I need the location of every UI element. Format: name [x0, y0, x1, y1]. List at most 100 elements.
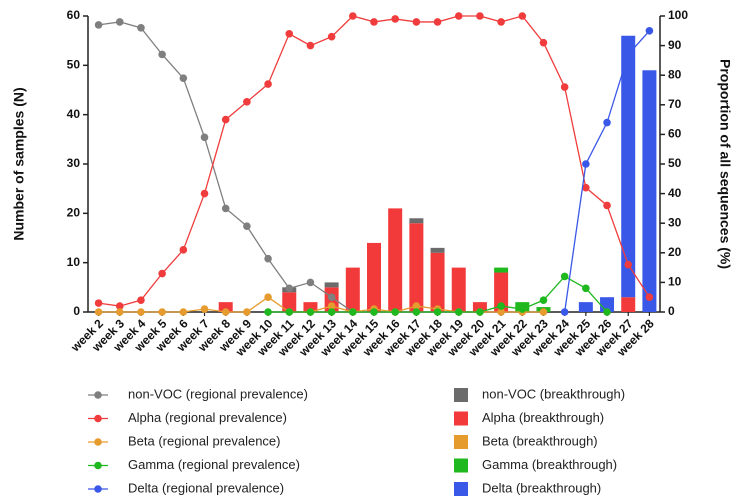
- legend-label: Delta (regional prevalence): [128, 480, 284, 495]
- point: [560, 308, 569, 316]
- bar: [642, 70, 657, 313]
- legend-label: Beta (regional prevalence): [128, 433, 280, 448]
- bar: [578, 302, 593, 312]
- bar: [218, 302, 233, 312]
- bar: [494, 267, 509, 273]
- point: [327, 308, 336, 316]
- point: [349, 308, 357, 316]
- point: [412, 302, 421, 310]
- point: [243, 308, 251, 316]
- point: [285, 308, 294, 316]
- point: [497, 302, 505, 310]
- point: [454, 308, 463, 316]
- point: [179, 74, 188, 82]
- y2-tick-label: 90: [668, 38, 682, 52]
- point: [560, 83, 569, 91]
- point: [391, 308, 399, 316]
- legend-marker: [94, 438, 102, 446]
- point: [243, 222, 251, 230]
- point: [306, 308, 315, 316]
- legend-label: Beta (breakthrough): [482, 433, 598, 448]
- legend-marker: [94, 391, 102, 399]
- y2-tick-label: 40: [668, 186, 682, 200]
- point: [603, 308, 611, 316]
- y-tick-label: 50: [67, 58, 81, 72]
- point: [370, 308, 378, 316]
- point: [327, 32, 336, 41]
- point: [285, 284, 294, 293]
- bar: [409, 218, 424, 224]
- y-axis-title: Number of samples (N): [11, 87, 27, 240]
- point: [497, 18, 505, 26]
- bar: [324, 282, 339, 288]
- point: [582, 183, 590, 192]
- bar: [451, 267, 466, 312]
- bar: [282, 292, 297, 312]
- y-tick-label: 20: [67, 206, 81, 220]
- point: [158, 50, 166, 59]
- bar: [621, 35, 636, 298]
- y-tick-label: 40: [67, 107, 81, 121]
- y2-tick-label: 60: [668, 127, 682, 141]
- point: [179, 246, 188, 254]
- point: [433, 18, 442, 26]
- point: [391, 15, 399, 23]
- point: [264, 80, 272, 88]
- point: [560, 272, 569, 281]
- point: [582, 284, 590, 293]
- bar: [472, 302, 487, 312]
- point: [115, 302, 124, 310]
- point: [243, 98, 251, 106]
- point: [94, 21, 103, 29]
- legend-label: Alpha (breakthrough): [482, 410, 604, 425]
- point: [539, 308, 548, 316]
- legend-swatch: [454, 411, 468, 426]
- point: [454, 12, 463, 20]
- y-tick-label: 0: [73, 304, 80, 318]
- legend-swatch: [454, 435, 468, 449]
- point: [645, 293, 654, 302]
- y2-tick-label: 50: [668, 156, 682, 170]
- point: [264, 308, 272, 316]
- legend-label: Delta (breakthrough): [482, 480, 601, 495]
- point: [179, 308, 188, 316]
- point: [221, 308, 230, 316]
- point: [306, 278, 315, 287]
- point: [582, 160, 590, 168]
- line: [98, 21, 354, 313]
- y-tick-label: 30: [67, 156, 81, 170]
- point: [518, 12, 527, 20]
- legend-label: non-VOC (regional prevalence): [128, 386, 308, 401]
- point: [306, 41, 315, 50]
- bar: [388, 208, 403, 312]
- point: [264, 254, 272, 263]
- y2-axis-title: Proportion of all sequences (%): [717, 59, 733, 269]
- point: [285, 29, 294, 38]
- y2-tick-label: 10: [668, 275, 682, 289]
- point: [539, 296, 548, 304]
- legend-swatch: [454, 482, 468, 496]
- point: [137, 24, 145, 32]
- point: [327, 302, 336, 310]
- bar: [367, 242, 381, 312]
- point: [115, 308, 124, 316]
- y2-tick-label: 20: [668, 245, 682, 259]
- legend-label: non-VOC (breakthrough): [482, 386, 625, 401]
- legend-swatch: [454, 388, 468, 402]
- point: [349, 12, 357, 20]
- y2-tick-label: 100: [668, 8, 688, 22]
- line: [564, 30, 650, 313]
- y-tick-label: 10: [67, 255, 81, 269]
- bar: [494, 272, 509, 312]
- point: [221, 115, 230, 124]
- point: [200, 305, 209, 313]
- bar: [621, 297, 636, 312]
- y2-tick-label: 70: [668, 97, 682, 111]
- point: [624, 50, 633, 59]
- point: [327, 293, 336, 302]
- point: [603, 118, 611, 127]
- y2-tick-label: 80: [668, 67, 682, 81]
- point: [412, 308, 421, 316]
- legend-marker: [94, 414, 102, 423]
- point: [158, 308, 166, 316]
